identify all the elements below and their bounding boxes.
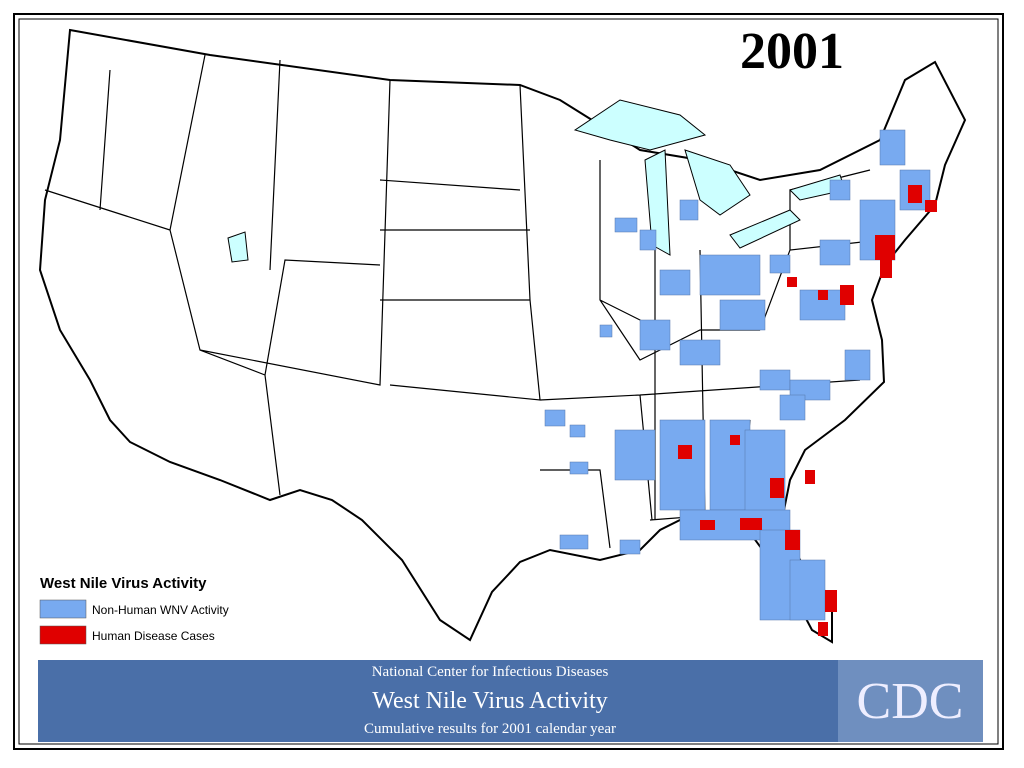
footer-banner: National Center for Infectious Diseases … xyxy=(38,660,983,742)
banner-agency: National Center for Infectious Diseases xyxy=(372,664,609,680)
legend-label: Human Disease Cases xyxy=(92,629,215,643)
logo-background xyxy=(838,660,983,742)
human-case-areas xyxy=(678,185,937,636)
legend-swatch xyxy=(39,599,87,619)
great-lakes xyxy=(227,99,846,263)
banner-background xyxy=(38,660,983,742)
banner-subtitle: Cumulative results for 2001 calendar yea… xyxy=(364,721,616,737)
legend-swatch xyxy=(39,625,87,645)
non-human-activity-areas xyxy=(544,129,931,621)
cdc-logo: CDC xyxy=(857,673,964,730)
legend-title: West Nile Virus Activity xyxy=(40,575,207,592)
inner-border xyxy=(18,18,999,745)
banner-title: West Nile Virus Activity xyxy=(372,688,608,714)
legend-label: Non-Human WNV Activity xyxy=(92,603,229,617)
us-map xyxy=(38,28,967,644)
year-label: 2001 xyxy=(740,23,844,80)
legend: West Nile Virus Activity Non-Human WNV A… xyxy=(39,575,229,645)
